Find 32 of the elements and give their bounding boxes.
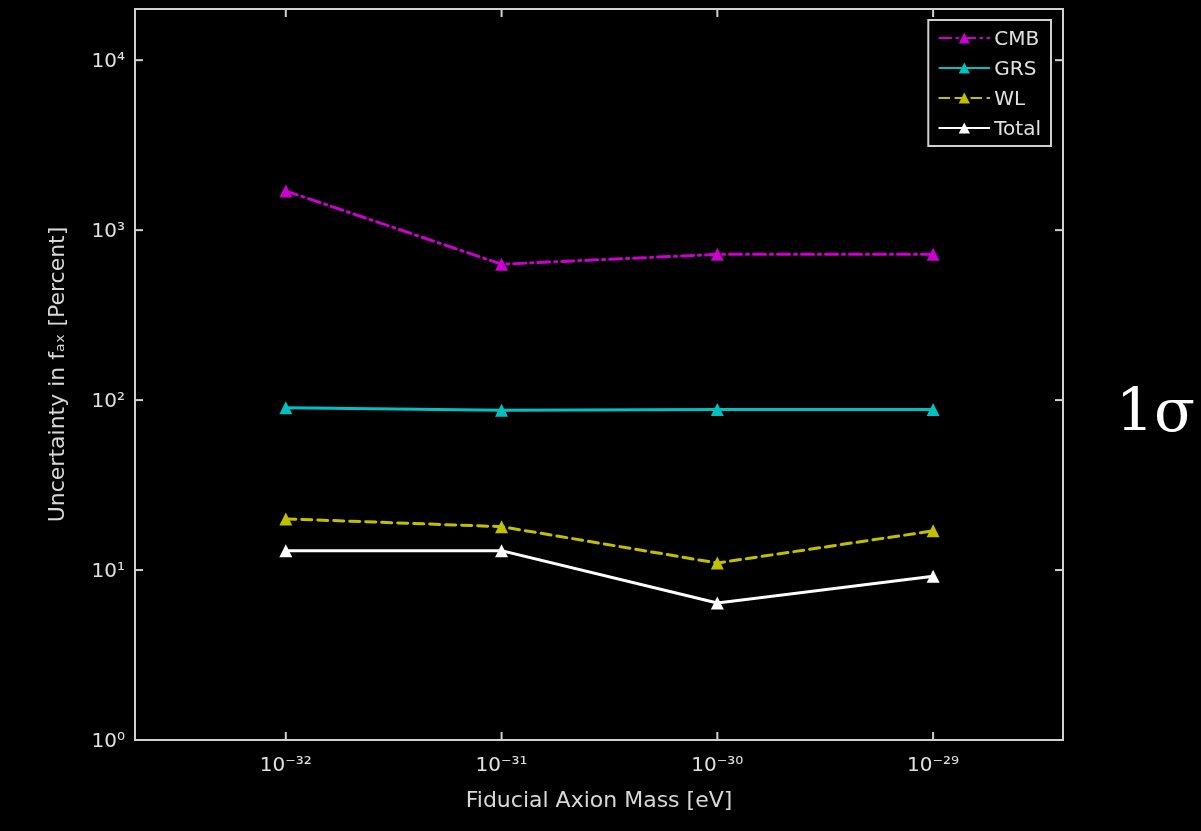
x-axis-title: Fiducial Axion Mass [eV] [465,786,733,812]
legend-label: Total [993,116,1042,140]
point [926,524,940,538]
point [279,544,293,558]
y-tick-label: 10⁰ [91,728,125,752]
y-axis-title: Uncertainty in fₐₓ [Percent] [43,226,69,523]
x-tick-label: 10⁻³⁰ [691,752,744,776]
point [710,556,724,570]
x-tick-label: 10⁻³² [259,752,312,776]
y-tick-label: 10⁴ [91,48,125,73]
point [926,247,940,261]
point [926,403,940,417]
point [710,403,724,417]
x-tick-label: 10⁻²⁹ [907,752,960,776]
x-tick-label: 10⁻³¹ [475,752,528,776]
point [495,403,509,417]
y-tick-label: 10¹ [91,558,125,583]
y-tick-label: 10³ [91,218,125,243]
point [926,569,940,583]
legend-label: CMB [994,26,1040,50]
point [279,401,293,415]
point [710,247,724,261]
point [710,596,724,610]
legend-label: WL [994,86,1027,110]
y-tick-label: 10² [91,388,125,413]
point [495,257,509,271]
point [279,184,293,198]
point [495,520,509,534]
text: 1σ [1115,375,1196,445]
point [279,512,293,526]
point [495,544,509,558]
legend-label: GRS [994,56,1037,80]
